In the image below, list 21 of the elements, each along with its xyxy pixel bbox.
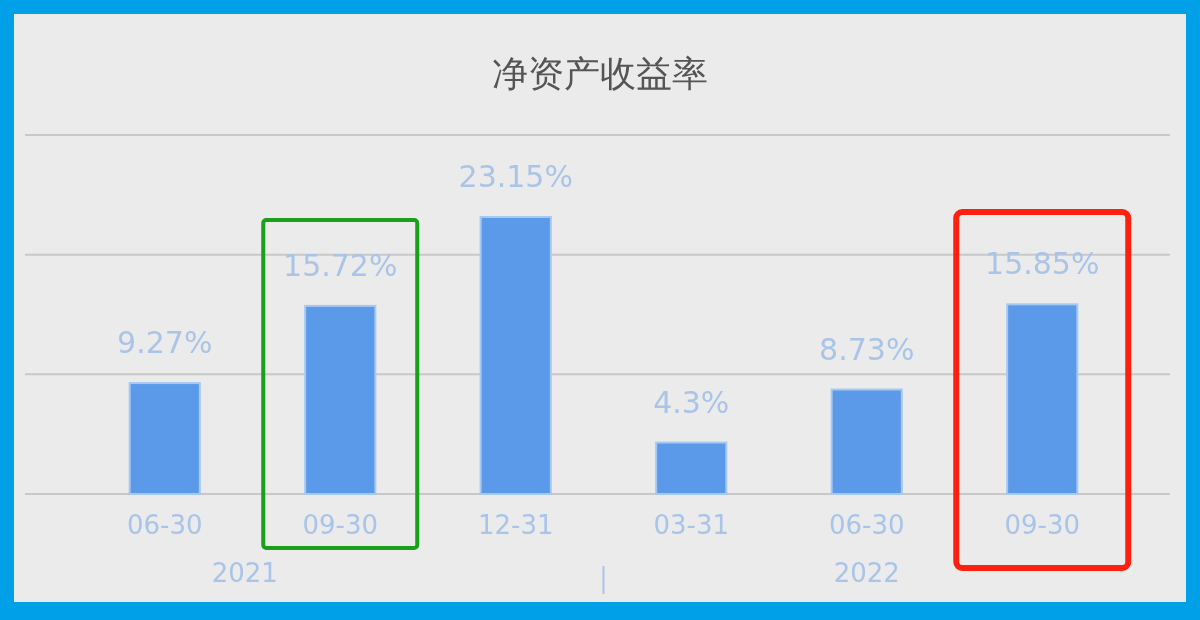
chart-title: 净资产收益率 — [492, 53, 708, 94]
bar — [830, 388, 903, 495]
data-label: 23.15% — [458, 158, 573, 194]
bar — [304, 304, 377, 495]
x-tick-label: 12-31 — [477, 510, 554, 540]
x-tick-label: 09-30 — [1004, 510, 1081, 540]
bar — [128, 382, 201, 495]
bar — [1006, 303, 1079, 495]
bar — [479, 215, 552, 495]
data-label: 15.85% — [985, 246, 1100, 282]
data-label: 15.72% — [283, 247, 398, 283]
bar — [655, 441, 728, 495]
x-tick-label: 03-31 — [653, 510, 730, 540]
x-tick-label: 06-30 — [828, 510, 905, 540]
text: 2021 — [211, 558, 278, 588]
x-tick-label: 09-30 — [302, 510, 379, 540]
data-label: 8.73% — [819, 331, 915, 367]
data-label: 9.27% — [117, 325, 213, 361]
text: 2022 — [833, 558, 900, 588]
data-label: 4.3% — [653, 384, 730, 420]
x-tick-label: 06-30 — [126, 510, 203, 540]
